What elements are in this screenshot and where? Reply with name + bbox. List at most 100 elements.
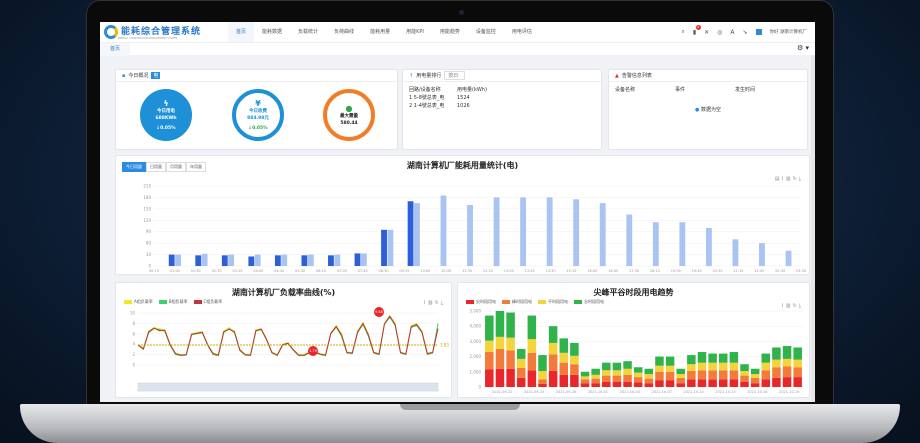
y-tick-label: 2	[132, 352, 135, 357]
notification-icon[interactable]: ▮ 2	[692, 24, 701, 36]
stacked-bar-segment	[793, 347, 802, 360]
stacked-bar-segment	[782, 345, 792, 359]
y-tick-label: 60	[146, 241, 152, 246]
x-tick-label: 04:45	[274, 269, 284, 273]
tag-electric[interactable]: 电	[151, 72, 161, 79]
nav-item-0[interactable]: 首页	[228, 22, 255, 42]
x-tick-label: 22:00	[754, 269, 764, 273]
stacked-bar-segment	[633, 372, 643, 378]
stacked-bar-segment	[676, 374, 685, 378]
range-button-2[interactable]: 月用量	[166, 162, 186, 172]
nav-item-7[interactable]: 设备监控	[475, 29, 496, 35]
warning-icon: ▲	[615, 72, 619, 79]
pointer-icon[interactable]: ➘	[742, 28, 748, 36]
stacked-bar-segment	[623, 381, 632, 387]
x-tick-label: 2021-09-22	[492, 390, 512, 394]
y-tick-label: 8	[132, 321, 135, 326]
bar	[381, 229, 387, 266]
stacked-bar-segment	[485, 369, 494, 387]
tab-home[interactable]: 首页	[100, 42, 131, 56]
bar	[705, 227, 712, 266]
legend-item[interactable]: 尖时段用电	[466, 299, 496, 305]
bolt-icon: ϟ	[163, 98, 169, 108]
legend-item[interactable]: A相负载率	[124, 299, 153, 305]
load-rate-card: 湖南计算机厂负载率曲线(%) A相负载率 B相负载率 C相负载率 ⌇▥↻⤓ 0 2 4 6…	[115, 282, 452, 398]
logo[interactable]: 能耗综合管理系统 ENERGY CONSUMPTION MANAGEMENT S…	[100, 24, 228, 40]
stacked-bar-segment	[655, 380, 664, 387]
laptop-base	[20, 404, 900, 443]
range-button-0[interactable]: 今日用量	[122, 162, 146, 172]
nav-item-3[interactable]: 负荷曲线	[334, 29, 355, 35]
stacked-bar-segment	[687, 371, 696, 380]
zoom-slider	[137, 382, 439, 392]
x-tick-label: 2021-10-04	[620, 390, 641, 394]
stacked-bar-segment	[655, 371, 664, 381]
x-tick-label: 20:30	[712, 269, 722, 273]
nav-item-5[interactable]: 用能KPI	[406, 29, 424, 35]
stacked-bar-segment	[516, 368, 526, 378]
tab-bar: 首页	[100, 42, 815, 56]
y-tick-label: 210	[143, 184, 151, 189]
stacked-bar-segment	[687, 379, 696, 387]
x-tick-label: 03:15	[232, 269, 242, 273]
bar	[221, 255, 228, 266]
range-button-3[interactable]: 年用量	[186, 162, 206, 172]
stacked-bar-segment	[793, 377, 802, 387]
legend-item[interactable]: B相负载率	[158, 299, 188, 305]
stacked-bar-segment	[697, 352, 707, 363]
table-header: 回路/设备名称 用电量(kWh)	[409, 87, 487, 93]
card-title: 告警信息列表	[621, 73, 652, 79]
stacked-bar-segment	[580, 376, 590, 380]
chart-toolbox[interactable]: ⌇▥↻⤓	[781, 303, 803, 309]
y-tick-label: 120	[143, 218, 151, 223]
stacked-bar-segment	[591, 368, 600, 375]
bar	[228, 254, 235, 266]
gear-icon[interactable]: ⚙ ▾	[796, 44, 809, 52]
x-tick-label: 16:45	[608, 269, 618, 273]
x-tick-label: 18:15	[650, 269, 660, 273]
x-tick-label: 14:30	[546, 269, 556, 273]
legend-item[interactable]: C相负载率	[193, 299, 222, 305]
search-icon[interactable]: ⌕	[681, 28, 685, 35]
stacked-bar-segment	[559, 338, 569, 353]
legend-item[interactable]: 峰时段用电	[502, 299, 532, 305]
nav-item-4[interactable]: 能耗用量	[370, 29, 391, 35]
user-name[interactable]: 你好 湖南计算机厂	[769, 30, 807, 35]
font-size-icon[interactable]: A	[730, 28, 735, 36]
legend-item[interactable]: 谷时段用电	[574, 299, 604, 305]
bar	[307, 254, 314, 266]
bar	[301, 255, 308, 266]
stacked-bar-segment	[506, 312, 515, 338]
average-label: 3.83	[440, 343, 449, 348]
stacked-bar-segment	[633, 377, 643, 383]
legend-item[interactable]: 平时段用电	[538, 299, 568, 305]
range-button-1[interactable]: 日用量	[146, 162, 166, 172]
y-tick-label: 4,000	[470, 324, 482, 329]
period-select[interactable]: 按日	[444, 71, 466, 80]
avatar[interactable]	[755, 29, 762, 35]
nav-item-8[interactable]: 用电评估	[511, 29, 532, 35]
nav-item-2[interactable]: 负载统计	[298, 29, 319, 35]
yen-icon: ¥	[255, 98, 261, 108]
x-tick-label: 2021-10-10	[683, 390, 703, 394]
stacked-bar-segment	[729, 362, 739, 371]
stacked-bar-segment	[718, 353, 728, 363]
app-subtitle: ENERGY CONSUMPTION MANAGEMENT SYSTEM	[118, 37, 178, 40]
nav-item-6[interactable]: 用能趋势	[439, 29, 460, 35]
stacked-bar-segment	[729, 352, 739, 363]
chart-toolbox[interactable]: ⌇▥↻⤓	[423, 300, 445, 306]
stacked-bar-segment	[687, 364, 696, 372]
bar	[274, 255, 281, 266]
change: ↓0.05%	[156, 125, 176, 131]
chart-toolbox[interactable]: ▤⌇▥↻⤓	[774, 176, 803, 182]
card-title: 用电量排行	[416, 73, 442, 79]
scrollbar[interactable]	[811, 55, 815, 402]
theme-icon[interactable]: ◎	[717, 28, 723, 36]
stacked-bar-segment	[602, 370, 611, 376]
stacked-bar-segment	[655, 356, 664, 366]
series-line	[137, 316, 439, 357]
bar	[440, 195, 447, 266]
fullscreen-icon[interactable]: ✕	[704, 28, 710, 36]
nav-item-1[interactable]: 能耗数据	[262, 29, 283, 35]
bar	[759, 243, 765, 266]
